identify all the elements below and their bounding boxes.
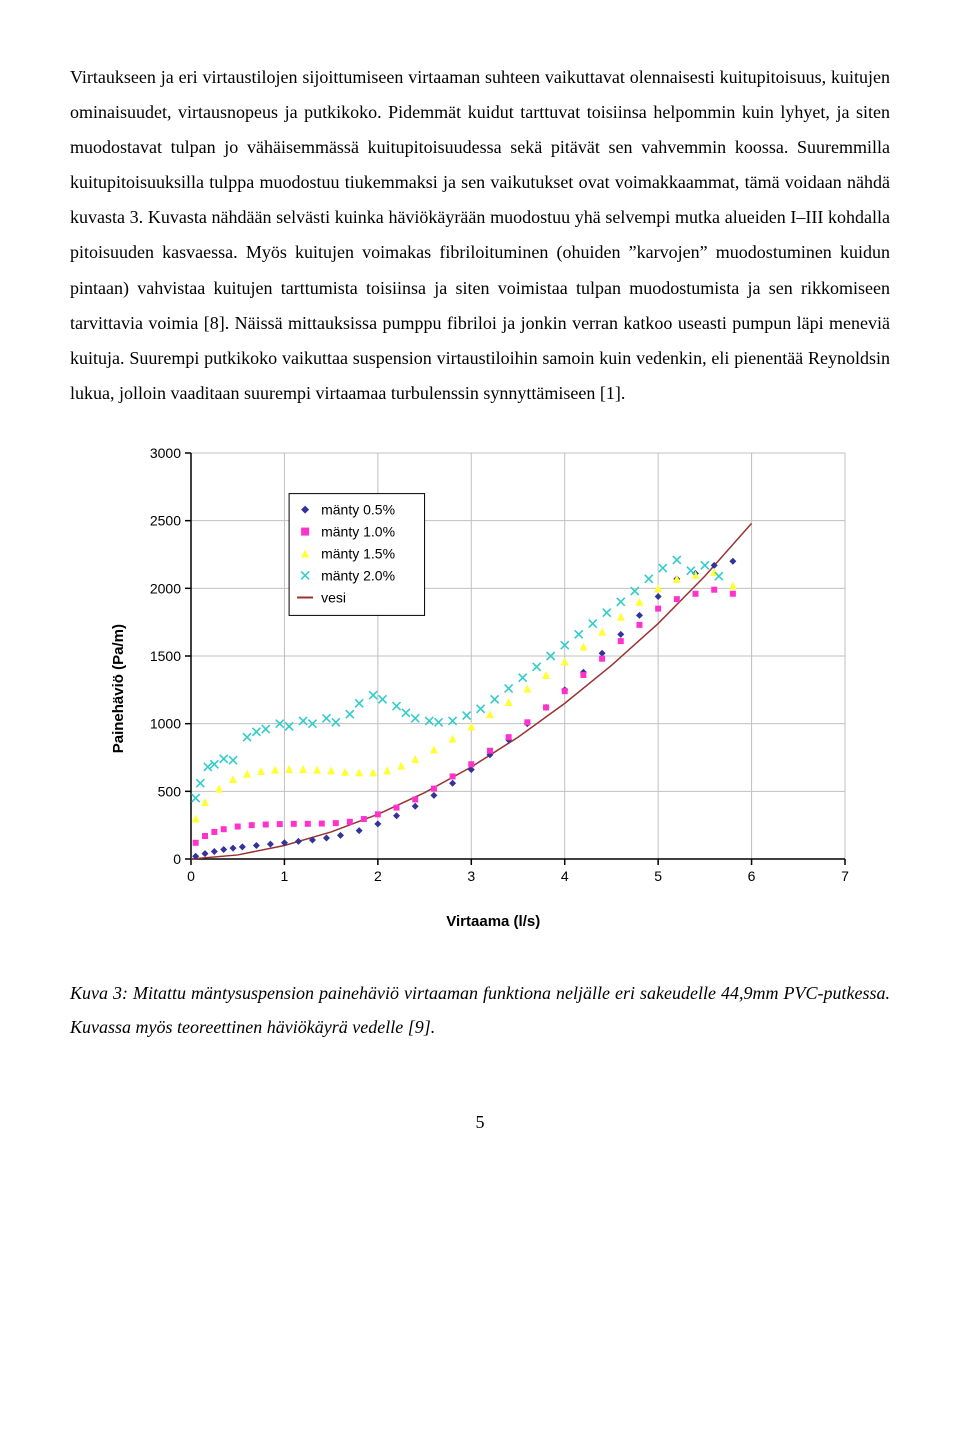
scatter-chart: 0 1 2 3 4 5 6 7 0 500 1000 1500 2000 2500 3000 mänty 0.…	[133, 441, 853, 901]
svg-text:mänty 2.0%: mänty 2.0%	[321, 567, 395, 583]
svg-text:vesi: vesi	[321, 589, 346, 605]
y-axis-label: Painehäviö (Pa/m)	[100, 441, 133, 936]
svg-text:6: 6	[748, 868, 756, 884]
svg-text:4: 4	[561, 868, 569, 884]
page-number: 5	[70, 1105, 890, 1140]
svg-text:mänty 0.5%: mänty 0.5%	[321, 502, 395, 518]
figure-3: Painehäviö (Pa/m) 0 1 2 3 4 5 6 7 0 500 1000 1500 20…	[100, 441, 860, 936]
svg-text:500: 500	[158, 783, 182, 799]
svg-text:2000: 2000	[150, 580, 181, 596]
svg-text:5: 5	[654, 868, 662, 884]
body-paragraph: Virtaukseen ja eri virtaustilojen sijoit…	[70, 60, 890, 411]
svg-text:7: 7	[841, 868, 849, 884]
svg-text:1: 1	[281, 868, 289, 884]
svg-text:1000: 1000	[150, 716, 181, 732]
svg-text:0: 0	[173, 851, 181, 867]
svg-text:3000: 3000	[150, 445, 181, 461]
svg-text:mänty 1.5%: mänty 1.5%	[321, 545, 395, 561]
svg-text:2: 2	[374, 868, 382, 884]
svg-text:2500: 2500	[150, 513, 181, 529]
svg-text:3: 3	[468, 868, 476, 884]
figure-caption: Kuva 3: Mitattu mäntysuspension painehäv…	[70, 976, 890, 1044]
svg-text:0: 0	[187, 868, 195, 884]
svg-text:1500: 1500	[150, 648, 181, 664]
svg-text:mänty 1.0%: mänty 1.0%	[321, 523, 395, 539]
x-axis-label: Virtaama (l/s)	[133, 907, 853, 936]
